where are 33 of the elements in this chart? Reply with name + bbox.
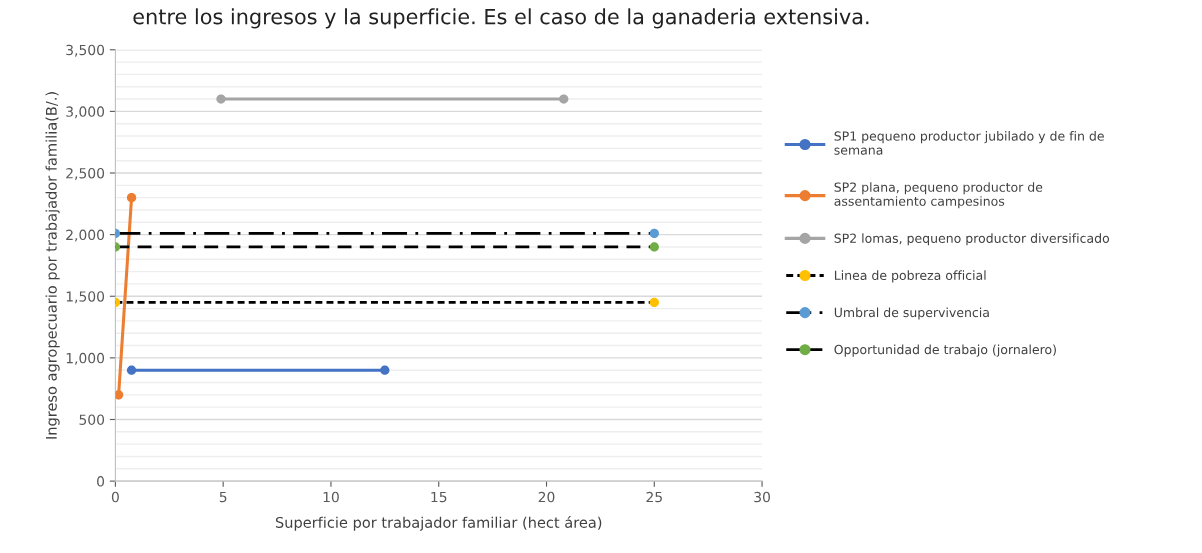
point <box>649 297 659 308</box>
point <box>559 94 569 104</box>
y-tick-label: 1,500 <box>66 291 105 304</box>
x-tick-label: 10 <box>323 491 339 503</box>
legend-label: SP1 pequeno productor jubilado y de fin de semana <box>834 131 1104 155</box>
x-tick-label: 0 <box>111 491 119 503</box>
point <box>126 193 137 203</box>
x-tick-label: 5 <box>219 491 227 503</box>
legend-label: SP2 plana, pequeno productor de assentamiento campesinos <box>834 182 1043 209</box>
legend-label: SP2 lomas, pequeno productor diversificado <box>834 233 1110 246</box>
x-tick-label: 25 <box>646 491 662 503</box>
legend-label: Linea de pobreza official <box>834 270 986 283</box>
y-tick-label: 3,500 <box>66 44 105 57</box>
y-tick-label: 3,000 <box>66 106 105 119</box>
legend-label: Opportunidad de trabajo (jornalero) <box>834 344 1056 357</box>
point <box>649 242 659 252</box>
point <box>380 365 390 375</box>
y-tick-label: 0 <box>97 476 105 487</box>
chart-title: entre los ingresos y la superficie. Es el caso de la ganaderia extensiva. <box>133 8 869 29</box>
y-tick-label: 2,000 <box>66 229 105 242</box>
x-tick-label: 15 <box>431 491 447 503</box>
point <box>115 390 124 400</box>
y-tick-label: 500 <box>79 414 105 425</box>
point <box>649 228 659 239</box>
x-axis-title: Superficie por trabajador familiar (hect área) <box>275 516 602 531</box>
x-tick-label: 20 <box>538 491 555 503</box>
point <box>126 365 137 375</box>
y-tick-label: 1,000 <box>66 352 105 365</box>
point <box>216 94 226 104</box>
y-tick-label: 2,500 <box>66 167 105 180</box>
x-tick-label: 30 <box>754 491 770 503</box>
y-axis-title: Ingreso agropecuario por trabajador familia(B/.) <box>45 92 60 439</box>
legend-label: Umbral de supervivencia <box>834 307 989 320</box>
